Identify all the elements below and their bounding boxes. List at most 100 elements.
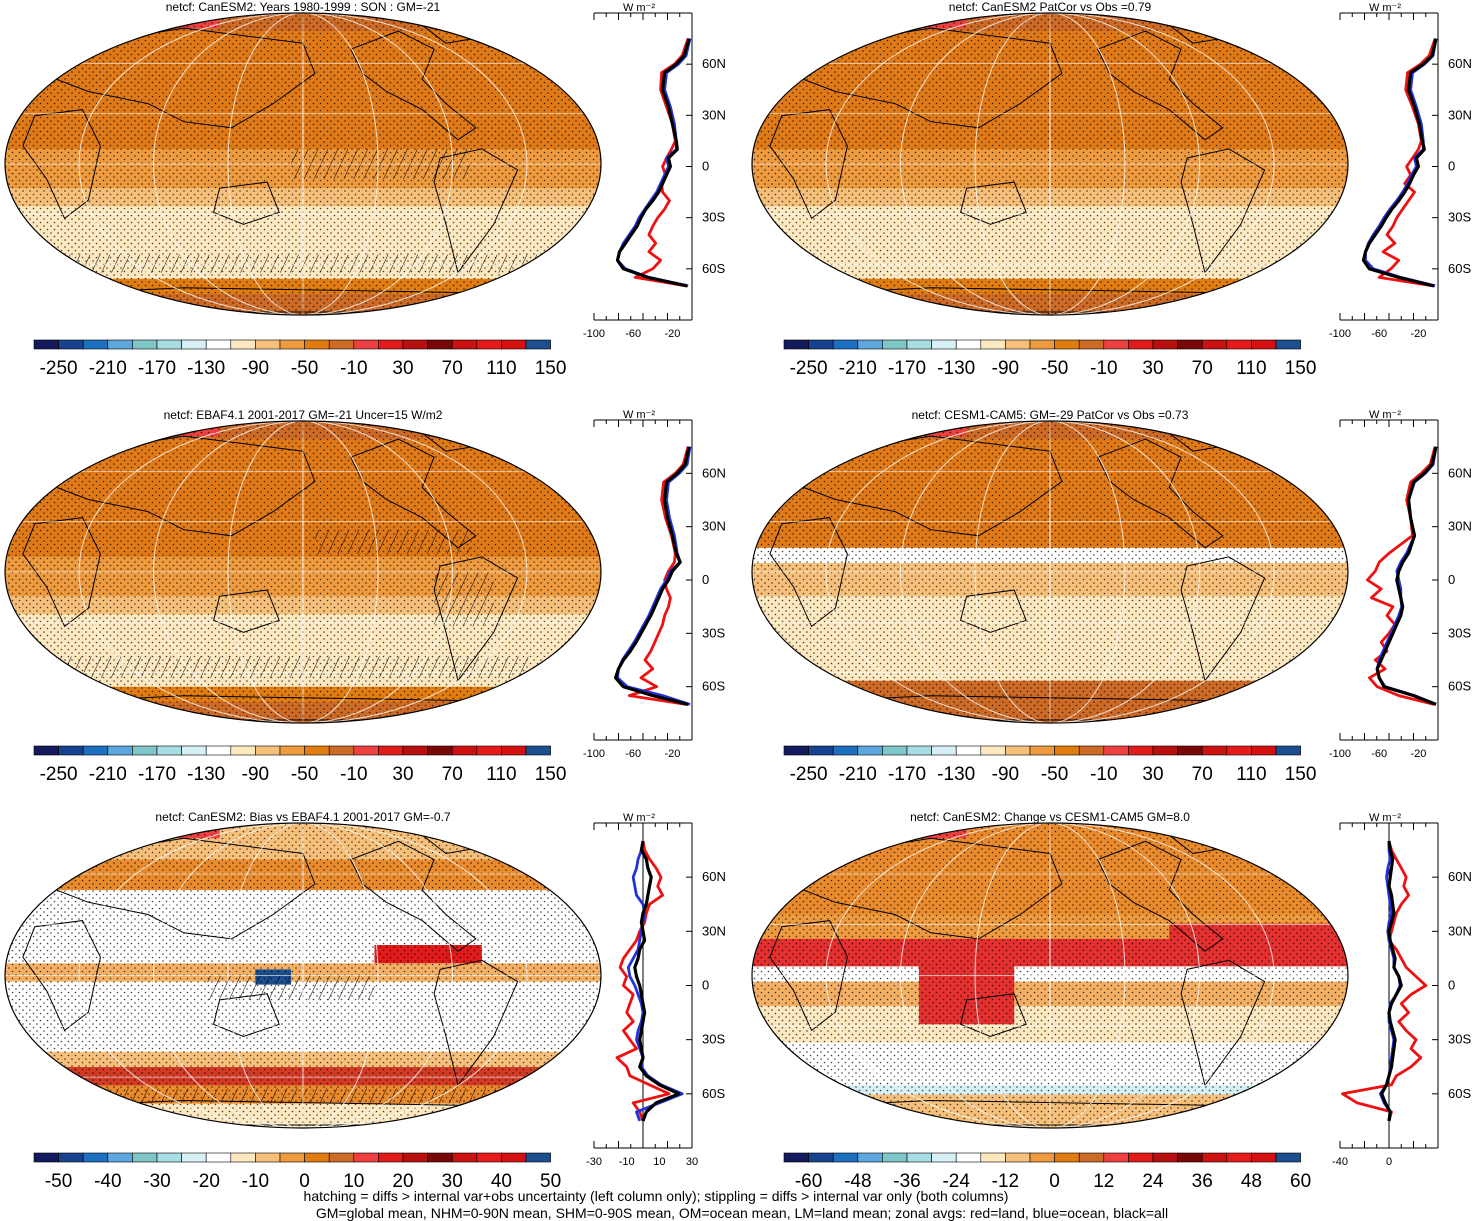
zonal-line-all xyxy=(613,446,691,706)
coastline xyxy=(213,181,280,225)
colorbar-label: 50 xyxy=(540,1171,561,1192)
colorbar: -250 -210 -170 -130 -90 -50 -10 30 70 110 150 xyxy=(33,745,566,785)
colorbar-label: -20 xyxy=(192,1171,219,1192)
colorbar-swatch xyxy=(1128,745,1154,756)
colorbar-swatch xyxy=(353,1152,379,1163)
colorbar-label: 0 xyxy=(299,1171,310,1192)
zonal-lat-label: 60S xyxy=(1448,261,1471,276)
zonal-lat-label: 60N xyxy=(1448,869,1472,884)
colorbar-swatch xyxy=(82,339,109,350)
map-p3 xyxy=(5,421,601,723)
graticule-meridian xyxy=(78,13,528,315)
zonal-line-land xyxy=(1341,840,1428,1122)
zonal-xtick-label: -60 xyxy=(1371,328,1387,340)
colorbar: -250 -210 -170 -130 -90 -50 -10 30 70 110 150 xyxy=(783,339,1317,379)
colorbar-label: -210 xyxy=(89,764,127,785)
zonal-lat-label: 30S xyxy=(1448,210,1471,225)
zonal-lat-label: 30S xyxy=(1448,625,1471,640)
colorbar-swatch xyxy=(378,339,404,350)
colorbar-label: -10 xyxy=(242,1171,269,1192)
zonal-xtick-label: -100 xyxy=(1329,328,1351,340)
zonal-units: W m⁻² xyxy=(623,812,655,824)
zonal-units: W m⁻² xyxy=(1369,2,1401,14)
zonal-lat-label: 60N xyxy=(1448,465,1472,480)
zonal-line-all xyxy=(633,840,681,1122)
colorbar-swatch xyxy=(1005,339,1031,350)
zonal-line-land xyxy=(633,38,690,288)
colorbar-swatch xyxy=(931,339,957,350)
graticule-meridian xyxy=(974,13,1126,315)
colorbar-swatch xyxy=(427,1152,453,1163)
zonal-line-ocean xyxy=(1375,446,1438,706)
zonal-xtick-label: -100 xyxy=(1329,748,1351,760)
graticule-meridian xyxy=(1049,13,1051,315)
zonal-xtick-label: -20 xyxy=(1410,748,1426,760)
colorbar-swatch xyxy=(882,745,908,756)
graticule-meridian xyxy=(900,13,1200,315)
colorbar-swatch xyxy=(205,1152,232,1163)
graticule-meridian xyxy=(302,421,304,723)
colorbar-swatch xyxy=(82,745,109,756)
colorbar-swatch xyxy=(132,1152,158,1163)
zonal-lat-label: 60N xyxy=(702,869,726,884)
colorbar-swatch xyxy=(402,339,428,350)
zonal-line-ocean xyxy=(1364,38,1438,288)
zonal-line-all xyxy=(1361,38,1438,288)
zonal-line-ocean xyxy=(616,446,692,706)
coastline xyxy=(350,30,477,141)
colorbar-swatch xyxy=(156,1152,182,1163)
zonal-xtick-label: -20 xyxy=(664,328,680,340)
zonal-line-ocean xyxy=(616,38,692,288)
colorbar-label: -250 xyxy=(40,764,78,785)
colorbar-swatch xyxy=(107,339,133,350)
colorbar-label: -50 xyxy=(291,764,318,785)
zonal-xtick-label: -60 xyxy=(625,328,641,340)
colorbar-label: -210 xyxy=(839,358,877,379)
coastline xyxy=(769,109,848,220)
panel-p4: netcf: CESM1-CAM5: GM=-29 PatCor vs Obs … xyxy=(751,408,1472,785)
coastline xyxy=(350,438,477,549)
zonal-xtick-label: -20 xyxy=(1410,328,1426,340)
colorbar: -60 -48 -36 -24 -12 0 12 24 36 48 60 xyxy=(783,1152,1311,1192)
zonal-mean-plot: W m⁻² -100 -60 -20 60N 30N 0 30S 60S xyxy=(583,2,726,340)
zonal-lat-label: 30N xyxy=(702,107,726,122)
coastline xyxy=(22,920,101,1032)
colorbar-swatch xyxy=(132,339,158,350)
zonal-lat-label: 30N xyxy=(702,519,726,534)
colorbar-label: -10 xyxy=(1090,764,1117,785)
colorbar-label: -48 xyxy=(844,1171,871,1192)
zonal-line-all xyxy=(1380,840,1403,1122)
graticule-meridian xyxy=(302,13,304,315)
colorbar-swatch xyxy=(955,339,982,350)
zonal-lat-label: 30N xyxy=(702,923,726,938)
hatching xyxy=(52,656,530,678)
zonal-units: W m⁻² xyxy=(623,2,655,14)
zonal-lat-label: 60S xyxy=(702,1086,725,1101)
colorbar-swatch xyxy=(33,1152,59,1163)
colorbar-label: -24 xyxy=(942,1171,970,1192)
coastline xyxy=(40,435,316,537)
colorbar-swatch xyxy=(1201,1152,1228,1163)
zonal-mean-plot: W m⁻² -100 -60 -20 60N 30N 0 30S 60S xyxy=(1329,2,1472,340)
colorbar-swatch xyxy=(525,339,551,350)
colorbar-label: 150 xyxy=(1285,764,1317,785)
colorbar-swatch xyxy=(1103,339,1129,350)
colorbar-label: -90 xyxy=(242,358,269,379)
hatching xyxy=(34,254,542,273)
colorbar-swatch xyxy=(1103,1152,1129,1163)
colorbar-swatch xyxy=(1152,745,1178,756)
colorbar: -250 -210 -170 -130 -90 -50 -10 30 70 110 150 xyxy=(33,339,566,379)
zonal-lat-label: 0 xyxy=(1448,978,1455,993)
colorbar-label: 48 xyxy=(1241,1171,1262,1192)
footer-line-1: hatching = diffs > internal var+obs unce… xyxy=(304,1188,1009,1204)
colorbar-label: 150 xyxy=(1285,358,1317,379)
zonal-units: W m⁻² xyxy=(623,409,655,421)
colorbar-swatch xyxy=(181,745,207,756)
colorbar-label: -90 xyxy=(992,358,1019,379)
colorbar-label: -250 xyxy=(790,358,828,379)
zonal-lat-label: 60N xyxy=(702,465,726,480)
colorbar-swatch xyxy=(1078,1152,1105,1163)
coastline xyxy=(769,920,848,1032)
coastline xyxy=(1097,438,1224,549)
colorbar-swatch xyxy=(427,339,453,350)
